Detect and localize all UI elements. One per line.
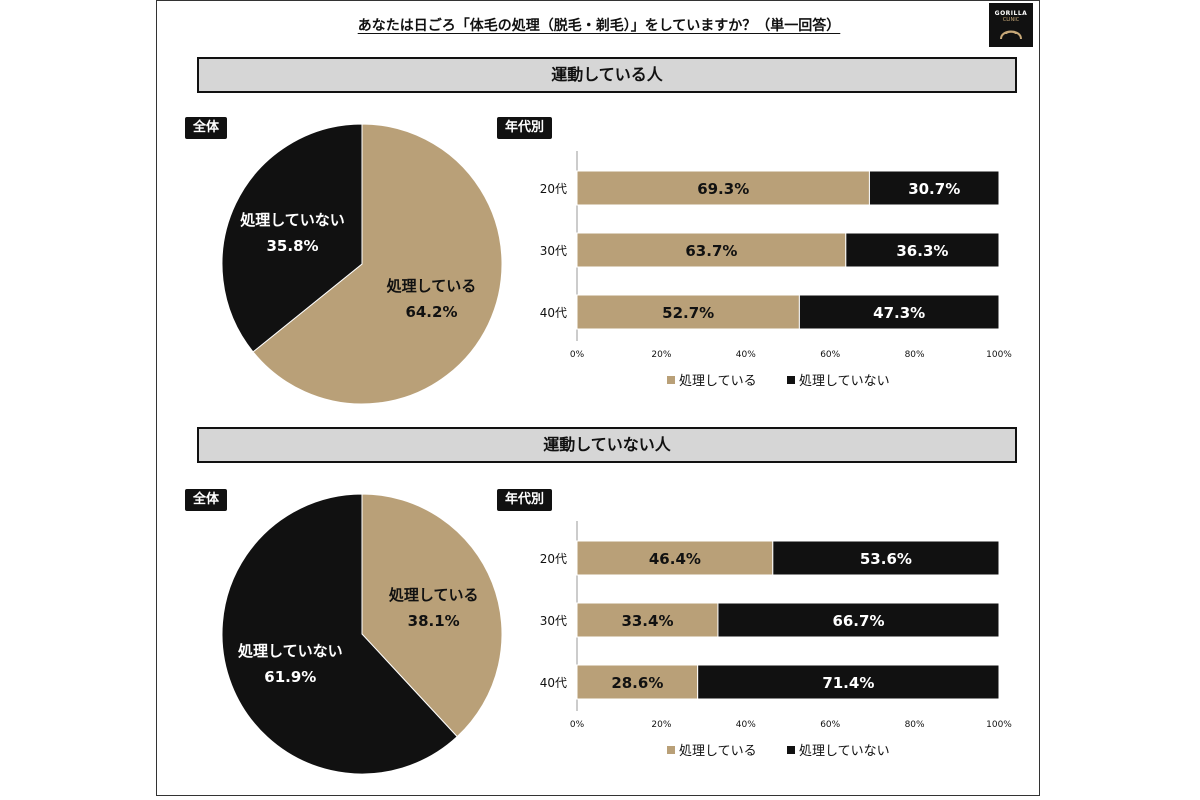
gorilla-icon (1000, 30, 1022, 39)
bar-data-label: 52.7% (662, 304, 714, 322)
bar-data-label: 63.7% (685, 242, 737, 260)
bar-segment (772, 540, 1000, 576)
pie-slice-label: 処理している (388, 586, 479, 604)
brand-logo: GORILLA CLINIC (989, 3, 1033, 47)
pie-slice-label: 処理していない (239, 211, 345, 229)
bar-data-label: 53.6% (860, 550, 912, 568)
pie-slice-value: 61.9% (264, 668, 316, 686)
legend-label: 処理している (679, 374, 757, 389)
category-label: 20代 (540, 552, 567, 566)
x-tick-label: 80% (905, 720, 925, 730)
bar-data-label: 69.3% (697, 180, 749, 198)
x-tick-label: 40% (736, 720, 756, 730)
bar-segment (576, 170, 870, 206)
logo-text-1: GORILLA (994, 9, 1028, 17)
x-tick-label: 20% (651, 720, 671, 730)
category-label: 40代 (540, 306, 567, 320)
category-label: 30代 (540, 244, 567, 258)
bar-segment (868, 170, 1000, 206)
pie-slice-label: 処理していない (237, 642, 343, 660)
x-tick-label: 60% (820, 720, 840, 730)
bar-data-label: 30.7% (908, 180, 960, 198)
x-tick-label: 100% (986, 720, 1012, 730)
section-header-active: 運動している人 (197, 57, 1017, 93)
pie-slice (221, 493, 458, 775)
x-tick-label: 0% (570, 350, 585, 360)
x-tick-label: 80% (905, 350, 925, 360)
bar-data-label: 28.6% (611, 674, 663, 692)
pie-slice-value: 38.1% (408, 612, 460, 630)
bar-segment (798, 294, 1000, 330)
page-title: あなたは日ごろ「体毛の処理（脱毛・剃毛）」をしていますか？（単一回答） (357, 18, 841, 34)
pie-slice-value: 64.2% (405, 303, 457, 321)
legend-swatch (787, 376, 795, 384)
bar-data-label: 33.4% (621, 612, 673, 630)
legend-label: 処理していない (799, 744, 890, 759)
legend-swatch (787, 746, 795, 754)
x-tick-label: 60% (820, 350, 840, 360)
pie-slice-label: 処理している (386, 277, 477, 295)
legend-swatch (667, 746, 675, 754)
bar-chart-active: 20代 69.3% 30.7% 30代 63.7% 36.3% 40代 52.7% 47.3% 0… (540, 151, 1012, 389)
logo-text-2: CLINIC (1002, 16, 1020, 23)
bar-data-label: 66.7% (832, 612, 884, 630)
category-label: 30代 (540, 614, 567, 628)
infographic-frame: あなたは日ごろ「体毛の処理（脱毛・剃毛）」をしていますか？（単一回答） GORI… (156, 0, 1040, 796)
x-tick-label: 40% (736, 350, 756, 360)
legend-label: 処理していない (799, 374, 890, 389)
pie-tag-inactive: 全体 (185, 489, 228, 511)
bar-chart-inactive: 20代 46.4% 53.6% 30代 33.4% 66.7% 40代 28.6% 71.4% 0… (540, 521, 1012, 759)
pie-chart-inactive: 処理している 38.1% 処理していない 61.9% (221, 493, 503, 775)
legend-swatch (667, 376, 675, 384)
pie-chart-active: 処理している 64.2% 処理していない 35.8% (221, 123, 503, 405)
x-tick-label: 100% (986, 350, 1012, 360)
legend-label: 処理している (679, 744, 757, 759)
bar-data-label: 47.3% (873, 304, 925, 322)
category-label: 20代 (540, 182, 567, 196)
pie-tag-active: 全体 (185, 117, 228, 139)
bar-segment (845, 232, 1000, 268)
pie-slice (361, 493, 503, 738)
pie-slice (221, 123, 363, 353)
pie-slice (252, 123, 503, 405)
bar-segment (576, 294, 800, 330)
bar-segment (576, 540, 774, 576)
bar-segment (576, 664, 699, 700)
bar-tag-inactive: 年代別 (497, 489, 553, 511)
section-header-inactive: 運動していない人 (197, 427, 1017, 463)
x-tick-label: 20% (651, 350, 671, 360)
bar-segment (717, 602, 1000, 638)
bar-segment (697, 664, 1000, 700)
bar-tag-active: 年代別 (497, 117, 553, 139)
pie-slice-value: 35.8% (267, 237, 319, 255)
bar-data-label: 46.4% (649, 550, 701, 568)
x-tick-label: 0% (570, 720, 585, 730)
bar-data-label: 71.4% (822, 674, 874, 692)
category-label: 40代 (540, 676, 567, 690)
bar-data-label: 36.3% (896, 242, 948, 260)
bar-segment (576, 602, 719, 638)
